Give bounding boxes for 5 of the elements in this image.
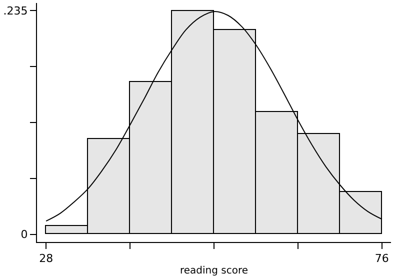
- x-axis-title: reading score: [180, 266, 248, 277]
- y-tick-label: 0: [20, 228, 28, 242]
- y-tick-label: .235: [3, 4, 28, 18]
- x-tick-label: 28: [39, 252, 54, 266]
- x-tick-label: 76: [374, 252, 389, 266]
